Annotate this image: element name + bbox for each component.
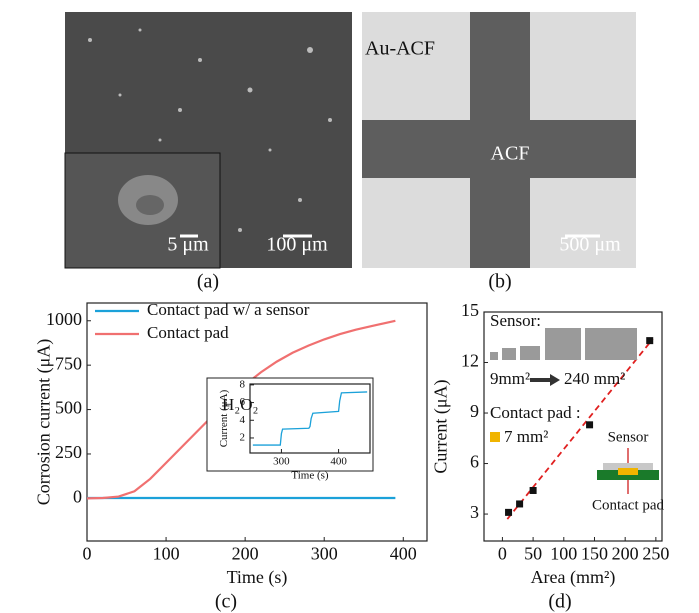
annotation: Contact pad :	[490, 403, 581, 422]
x-tick-label: 100	[550, 544, 577, 564]
x-axis-label: Time (s)	[227, 567, 288, 588]
data-point	[516, 500, 523, 507]
panel-label: (c)	[215, 591, 237, 613]
x-tick-label: 200	[612, 544, 639, 564]
legend-label: Contact pad	[147, 323, 229, 342]
inset-box	[207, 378, 373, 471]
annotation: Sensor	[608, 429, 649, 445]
data-point	[586, 421, 593, 428]
annotation: Contact pad	[592, 497, 665, 513]
region-label: ACF	[491, 143, 530, 165]
annotation: 9mm²	[490, 369, 530, 388]
scale-text: 5 μm	[167, 234, 209, 256]
y-tick-label: 750	[55, 353, 82, 373]
data-point	[505, 509, 512, 516]
scale-text: 500 μm	[559, 234, 621, 256]
x-tick-label: 100	[153, 544, 180, 564]
y-tick-label: 2	[240, 431, 246, 443]
x-tick-label: 400	[330, 455, 347, 467]
data-point	[530, 487, 537, 494]
sensor-size-icon	[502, 348, 516, 360]
x-tick-label: 150	[581, 544, 608, 564]
x-tick-label: 50	[524, 544, 542, 564]
y-tick-label: 6	[470, 452, 479, 472]
panel-label: (b)	[488, 271, 511, 293]
y-tick-label: 12	[461, 351, 479, 371]
sensor-size-icon	[490, 352, 498, 360]
data-point	[646, 337, 653, 344]
x-tick-label: 0	[83, 544, 92, 564]
x-axis-label: Area (mm²)	[531, 567, 616, 588]
arrow-head	[550, 374, 560, 386]
y-tick-label: 3	[470, 502, 479, 522]
region-label: Au-ACF	[365, 38, 435, 60]
y-tick-label: 8	[240, 378, 246, 390]
contact-pad-icon	[490, 432, 500, 442]
x-tick-label: 200	[232, 544, 259, 564]
x-tick-label: 400	[390, 544, 417, 564]
annotation: 240 mm²	[564, 369, 625, 388]
y-tick-label: 250	[55, 442, 82, 462]
y-tick-label: 4	[240, 414, 246, 426]
x-tick-label: 300	[311, 544, 338, 564]
y-tick-label: 1000	[46, 309, 82, 329]
x-tick-label: 300	[273, 455, 290, 467]
stack-pad	[618, 468, 638, 475]
inset-title: H₂O₂	[222, 395, 258, 414]
y-axis-label: Current (μA)	[431, 379, 452, 473]
y-tick-label: 500	[55, 398, 82, 418]
particle-core	[136, 195, 164, 215]
x-tick-label: 0	[498, 544, 507, 564]
panel-label: (a)	[197, 271, 219, 293]
annotation: Sensor:	[490, 311, 541, 330]
x-tick-label: 250	[642, 544, 669, 564]
y-axis-label: Corrosion current (μA)	[34, 339, 55, 506]
scale-text: 100 μm	[266, 234, 328, 256]
y-tick-label: 15	[461, 300, 479, 320]
annotation: 7 mm²	[504, 427, 548, 446]
panel-label: (d)	[548, 591, 571, 613]
legend-label: Contact pad w/ a sensor	[147, 300, 310, 319]
y-tick-label: 9	[470, 401, 479, 421]
x-axis-label: Time (s)	[291, 470, 329, 482]
y-tick-label: 0	[73, 486, 82, 506]
sensor-size-icon	[545, 328, 581, 360]
sensor-size-icon	[520, 346, 540, 360]
sensor-size-icon	[585, 328, 637, 360]
figure: 5 μm 100 μm (a) Au-ACF ACF 500 μm (b) (c…	[0, 0, 699, 613]
